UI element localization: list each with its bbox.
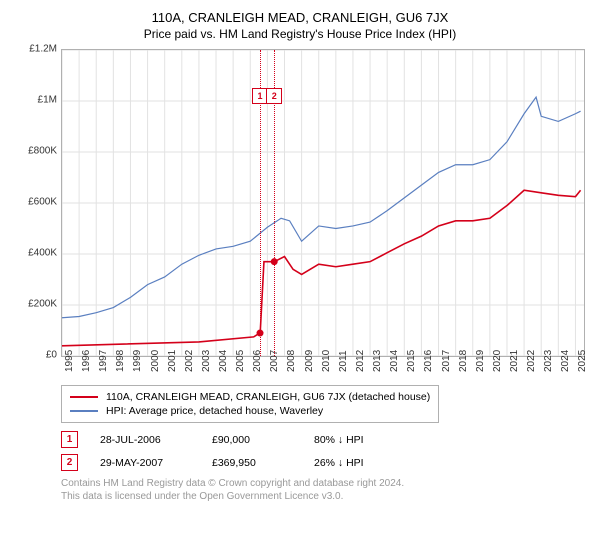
- x-tick: 2014: [389, 350, 400, 372]
- x-tick: 2010: [321, 350, 332, 372]
- x-tick: 2019: [475, 350, 486, 372]
- x-tick: 1999: [132, 350, 143, 372]
- x-tick: 2018: [458, 350, 469, 372]
- y-tick: £400K: [15, 248, 57, 259]
- legend-swatch-blue: [70, 410, 98, 412]
- x-tick: 2023: [543, 350, 554, 372]
- x-tick: 2000: [150, 350, 161, 372]
- marker-price-2: £369,950: [212, 457, 292, 469]
- legend-label-blue: HPI: Average price, detached house, Wave…: [106, 405, 323, 417]
- y-tick: £600K: [15, 197, 57, 208]
- y-tick: £200K: [15, 299, 57, 310]
- marker-row-1: 1 28-JUL-2006 £90,000 80% ↓ HPI: [61, 431, 585, 448]
- legend: 110A, CRANLEIGH MEAD, CRANLEIGH, GU6 7JX…: [61, 385, 439, 423]
- marker-box-2: 2: [61, 454, 78, 471]
- attribution-line2: This data is licensed under the Open Gov…: [61, 490, 585, 503]
- x-tick: 2001: [167, 350, 178, 372]
- x-tick: 2006: [252, 350, 263, 372]
- x-tick: 2008: [286, 350, 297, 372]
- x-tick: 2002: [184, 350, 195, 372]
- chart-subtitle: Price paid vs. HM Land Registry's House …: [15, 27, 585, 41]
- legend-item-blue: HPI: Average price, detached house, Wave…: [70, 404, 430, 418]
- marker-box-1: 1: [61, 431, 78, 448]
- legend-item-red: 110A, CRANLEIGH MEAD, CRANLEIGH, GU6 7JX…: [70, 390, 430, 404]
- x-tick: 2009: [304, 350, 315, 372]
- x-tick: 2017: [441, 350, 452, 372]
- chart-container: 110A, CRANLEIGH MEAD, CRANLEIGH, GU6 7JX…: [0, 0, 600, 560]
- x-tick: 2012: [355, 350, 366, 372]
- marker-price-1: £90,000: [212, 434, 292, 446]
- y-tick: £800K: [15, 146, 57, 157]
- x-tick: 2003: [201, 350, 212, 372]
- chart-title: 110A, CRANLEIGH MEAD, CRANLEIGH, GU6 7JX: [15, 10, 585, 25]
- marker-delta-2: 26% ↓ HPI: [314, 457, 364, 469]
- plot-svg: [62, 50, 584, 356]
- legend-swatch-red: [70, 396, 98, 398]
- plot-region: 12: [61, 49, 585, 357]
- attribution: Contains HM Land Registry data © Crown c…: [61, 477, 585, 503]
- marker-table: 1 28-JUL-2006 £90,000 80% ↓ HPI 2 29-MAY…: [61, 431, 585, 471]
- x-tick: 2004: [218, 350, 229, 372]
- attribution-line1: Contains HM Land Registry data © Crown c…: [61, 477, 585, 490]
- y-tick: £1M: [15, 95, 57, 106]
- x-tick: 1998: [115, 350, 126, 372]
- x-tick: 2005: [235, 350, 246, 372]
- x-tick: 2025: [577, 350, 588, 372]
- x-tick: 2021: [509, 350, 520, 372]
- x-tick: 2020: [492, 350, 503, 372]
- marker-date-1: 28-JUL-2006: [100, 434, 190, 446]
- chart-area: 12 £0£200K£400K£600K£800K£1M£1.2M1995199…: [61, 49, 585, 379]
- marker-date-2: 29-MAY-2007: [100, 457, 190, 469]
- x-tick: 2015: [406, 350, 417, 372]
- x-tick: 2016: [423, 350, 434, 372]
- x-tick: 1997: [98, 350, 109, 372]
- x-tick: 2007: [269, 350, 280, 372]
- x-tick: 1995: [64, 350, 75, 372]
- x-tick: 2013: [372, 350, 383, 372]
- y-tick: £1.2M: [15, 44, 57, 55]
- marker-delta-1: 80% ↓ HPI: [314, 434, 364, 446]
- x-tick: 2024: [560, 350, 571, 372]
- marker-row-2: 2 29-MAY-2007 £369,950 26% ↓ HPI: [61, 454, 585, 471]
- legend-label-red: 110A, CRANLEIGH MEAD, CRANLEIGH, GU6 7JX…: [106, 391, 430, 403]
- event-marker: 2: [266, 88, 282, 104]
- x-tick: 2011: [338, 350, 349, 372]
- y-tick: £0: [15, 350, 57, 361]
- x-tick: 2022: [526, 350, 537, 372]
- x-tick: 1996: [81, 350, 92, 372]
